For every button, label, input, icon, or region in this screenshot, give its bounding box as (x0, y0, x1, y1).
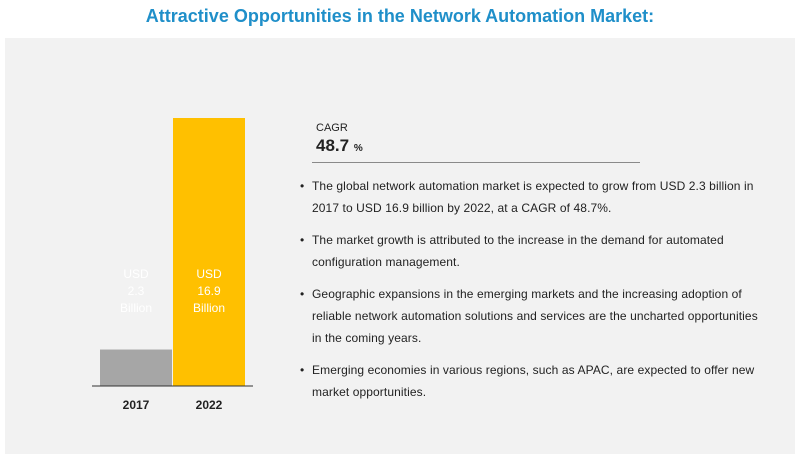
cagr-label: CAGR (316, 122, 348, 134)
page-title: Attractive Opportunities in the Network … (145, 6, 655, 26)
bar-data-label: 16.9 (197, 284, 221, 298)
cagr-value: 48.7 % (316, 136, 363, 156)
key-point: Geographic expansions in the emerging ma… (300, 283, 770, 349)
cagr-number: 48.7 (316, 136, 350, 155)
key-point: The global network automation market is … (300, 175, 770, 219)
bar-2022 (173, 118, 245, 386)
bar-data-label: USD (123, 267, 149, 281)
bar-data-label: Billion (120, 301, 152, 315)
bar-data-label: Billion (193, 301, 225, 315)
key-point: Emerging economies in various regions, s… (300, 359, 770, 403)
key-points-list: The global network automation market is … (300, 175, 770, 413)
bar-data-label: 2.3 (128, 284, 145, 298)
x-tick-label: 2017 (123, 398, 150, 412)
cagr-unit: % (353, 143, 363, 154)
cagr-divider (312, 162, 640, 163)
bar-2017 (100, 349, 172, 386)
bar-data-label: USD (196, 267, 222, 281)
x-tick-label: 2022 (196, 398, 223, 412)
key-point: The market growth is attributed to the i… (300, 229, 770, 273)
